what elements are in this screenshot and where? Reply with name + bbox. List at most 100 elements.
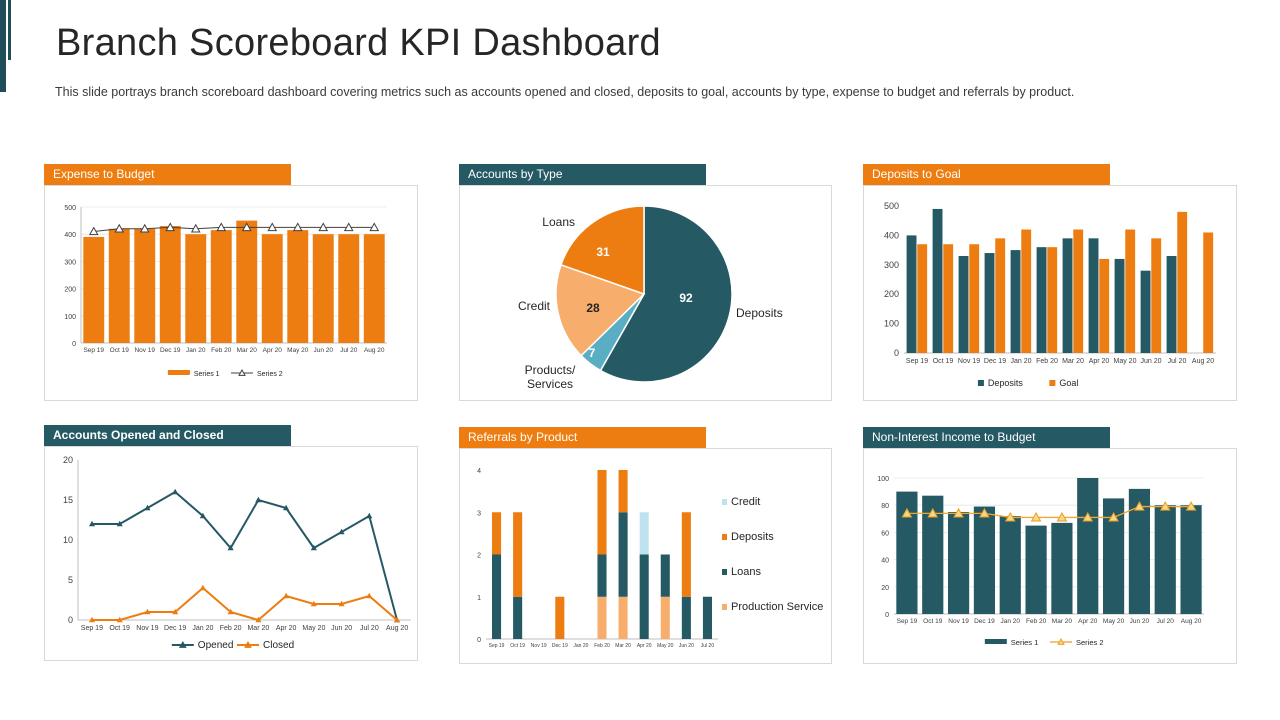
x-tick-label: Mar 20 xyxy=(237,347,258,354)
bar-series-1-oct-19 xyxy=(922,495,944,614)
y-tick-label: 3 xyxy=(477,510,481,517)
y-tick-label: 20 xyxy=(881,585,889,592)
x-tick-label: Nov 19 xyxy=(531,643,547,649)
deposits-goal-panel: Deposits to Goal 0 100 200 300 400 500 Sep 19 O… xyxy=(863,164,1237,401)
accent-bar xyxy=(0,0,6,92)
legend-marker xyxy=(178,640,187,648)
noninterest-chart-box: 0 20 40 60 80 100 Sep 19 Oct 19 Nov 19 Dec 19 Jan … xyxy=(863,448,1237,664)
bar-series-1-jun-20 xyxy=(312,234,334,343)
bar-series-1-jan-20 xyxy=(999,516,1021,614)
bar-series-1-sep-19 xyxy=(896,491,918,614)
marker-series-2-jun-20 xyxy=(1134,501,1145,511)
y-tick-label: 0 xyxy=(68,615,73,625)
bar-deposits-mar-20 xyxy=(618,470,628,513)
bar-deposits-dec-19 xyxy=(555,596,565,639)
y-tick-label: 400 xyxy=(884,230,899,240)
legend-swatch xyxy=(1049,380,1056,386)
x-tick-label: Aug 20 xyxy=(364,347,385,354)
referrals-chart: 0 1 2 3 4 Sep 19 Oct 19 Nov 19 Dec 19 Jan 20 Feb 2… xyxy=(477,468,823,649)
y-tick-label: 80 xyxy=(881,503,889,510)
marker-opened-feb-20 xyxy=(227,544,234,551)
legend-label-series-2: Series 2 xyxy=(1076,638,1104,647)
referrals-chart-box: 0 1 2 3 4 Sep 19 Oct 19 Nov 19 Dec 19 Jan 20 Feb 2… xyxy=(459,448,832,664)
pie-value-deposits: 92 xyxy=(679,291,693,305)
y-tick-label: 1 xyxy=(477,595,481,602)
bar-series-1-jul-20 xyxy=(1154,505,1176,614)
y-tick-label: 100 xyxy=(877,476,889,483)
accounts-oc-header: Accounts Opened and Closed xyxy=(44,425,291,446)
accounts-oc-chart-box: 0 5 10 15 20 Sep 19 Oct 19 Nov 19 Dec 19 Jan 20 Fe… xyxy=(44,446,418,661)
bar-loans-mar-20 xyxy=(618,512,628,597)
x-tick-label: Mar 20 xyxy=(247,625,269,632)
marker-series-2-oct-19 xyxy=(114,223,125,233)
x-tick-label: Jan 20 xyxy=(573,643,588,649)
x-tick-label: Apr 20 xyxy=(276,625,297,632)
marker-series-2-jul-20 xyxy=(343,222,354,232)
legend-label-deposits: Deposits xyxy=(988,378,1024,388)
bar-goal-jun-20 xyxy=(1151,238,1162,353)
bar-loans-may-20 xyxy=(660,554,670,597)
x-tick-label: Jul 20 xyxy=(360,625,379,632)
x-tick-label: Jan 20 xyxy=(186,347,206,354)
y-tick-label: 60 xyxy=(881,530,889,537)
bar-deposits-jan-20 xyxy=(1010,250,1021,353)
x-tick-label: May 20 xyxy=(302,625,325,632)
legend-label-series-2: Series 2 xyxy=(257,371,283,378)
bar-deposits-oct-19 xyxy=(932,208,943,353)
pie-slice-deposits xyxy=(599,205,733,383)
x-tick-label: Sep 19 xyxy=(83,347,104,354)
legend-swatch xyxy=(167,370,190,375)
bar-production-service-mar-20 xyxy=(618,596,628,639)
legend-label-goal: Goal xyxy=(1059,378,1078,388)
marker-closed-jul-20 xyxy=(366,592,373,599)
legend-label-series-1: Series 1 xyxy=(194,371,220,378)
bar-series-1-jan-20 xyxy=(185,234,207,343)
pie-value-credit: 28 xyxy=(586,301,600,315)
marker-opened-jan-20 xyxy=(199,512,206,519)
bar-goal-jan-20 xyxy=(1021,229,1032,353)
legend-swatch xyxy=(722,569,727,575)
marker-opened-dec-19 xyxy=(172,488,179,495)
x-tick-label: Aug 20 xyxy=(1192,358,1214,365)
marker-series-2-aug-20 xyxy=(1185,501,1197,511)
line-series-2 xyxy=(93,226,375,232)
pie-slice-credit xyxy=(555,263,646,357)
y-tick-label: 2 xyxy=(477,553,481,560)
y-tick-label: 300 xyxy=(884,260,899,270)
accounts-oc-chart: 0 5 10 15 20 Sep 19 Oct 19 Nov 19 Dec 19 Jan 20 Fe… xyxy=(63,455,411,651)
accounts-type-header: Accounts by Type xyxy=(459,164,706,185)
x-tick-label: Sep 19 xyxy=(81,625,103,632)
x-tick-label: Dec 19 xyxy=(160,347,181,354)
line-series-2 xyxy=(906,505,1192,519)
bar-goal-sep-19 xyxy=(917,244,928,353)
x-tick-label: Feb 20 xyxy=(220,625,242,632)
x-tick-label: Oct 19 xyxy=(933,358,954,365)
accounts-type-chart: 92 Deposits 7 Products/Services 28 Credit 31 Lo… xyxy=(518,205,783,391)
marker-series-2-jan-20 xyxy=(190,223,201,233)
noninterest-chart: 0 20 40 60 80 100 Sep 19 Oct 19 Nov 19 Dec 19 Jan … xyxy=(877,476,1204,647)
x-tick-label: Dec 19 xyxy=(552,643,568,649)
marker-closed-jan-20 xyxy=(199,584,206,591)
x-tick-label: Jul 20 xyxy=(1157,618,1175,625)
marker-opened-jul-20 xyxy=(366,512,373,519)
marker-closed-jun-20 xyxy=(338,600,345,607)
bar-series-1-nov-19 xyxy=(134,228,156,343)
bar-deposits-jun-20 xyxy=(1140,270,1151,353)
bar-goal-jul-20 xyxy=(1177,211,1188,353)
y-tick-label: 300 xyxy=(64,259,76,266)
legend-label-closed: Closed xyxy=(263,640,294,651)
bar-deposits-may-20 xyxy=(1114,258,1125,353)
bar-deposits-feb-20 xyxy=(597,470,607,555)
x-tick-label: Aug 20 xyxy=(386,625,408,632)
x-tick-label: Dec 19 xyxy=(974,618,995,625)
pie-label-products-services: Products/Services xyxy=(525,363,576,391)
marker-series-2-dec-19 xyxy=(165,222,176,232)
legend-label-opened: Opened xyxy=(198,640,234,651)
y-tick-label: 0 xyxy=(885,612,889,619)
bar-series-1-aug-20 xyxy=(1180,505,1202,614)
x-tick-label: Apr 20 xyxy=(1078,618,1098,625)
bar-deposits-oct-19 xyxy=(513,512,523,597)
bar-series-1-nov-19 xyxy=(947,512,970,614)
pie-value-loans: 31 xyxy=(596,245,610,259)
y-tick-label: 0 xyxy=(477,637,481,644)
